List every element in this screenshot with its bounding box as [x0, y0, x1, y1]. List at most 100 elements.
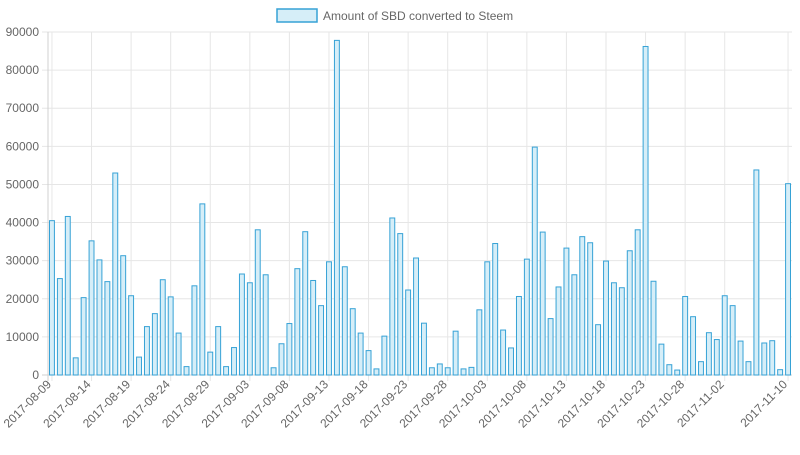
bar[interactable]: [104, 281, 111, 376]
bar[interactable]: [128, 295, 135, 376]
bar[interactable]: [531, 146, 538, 376]
legend[interactable]: Amount of SBD converted to Steem: [276, 8, 513, 23]
bar[interactable]: [159, 279, 166, 376]
bar[interactable]: [167, 296, 174, 376]
bar[interactable]: [547, 318, 554, 376]
bar[interactable]: [381, 335, 388, 376]
bar[interactable]: [468, 366, 475, 376]
bar[interactable]: [737, 340, 744, 376]
bar[interactable]: [231, 347, 237, 376]
bar[interactable]: [143, 326, 150, 376]
bar[interactable]: [626, 250, 633, 376]
bar[interactable]: [650, 280, 657, 376]
bar[interactable]: [603, 260, 609, 376]
bar[interactable]: [785, 183, 792, 376]
bar[interactable]: [452, 330, 459, 376]
bar[interactable]: [389, 217, 396, 376]
bar[interactable]: [492, 243, 499, 376]
bar[interactable]: [777, 369, 784, 376]
bar[interactable]: [610, 282, 617, 376]
bar[interactable]: [302, 231, 309, 376]
bar[interactable]: [721, 295, 728, 376]
bar[interactable]: [286, 323, 293, 376]
bar[interactable]: [698, 361, 704, 376]
bar[interactable]: [223, 366, 230, 376]
bar[interactable]: [444, 367, 451, 376]
bar[interactable]: [80, 297, 87, 376]
bar[interactable]: [428, 367, 435, 376]
bar[interactable]: [476, 309, 483, 376]
bar[interactable]: [642, 45, 649, 376]
bar[interactable]: [278, 343, 285, 376]
bar[interactable]: [199, 203, 206, 376]
bar[interactable]: [49, 220, 55, 376]
bar[interactable]: [753, 169, 760, 376]
bar[interactable]: [460, 368, 467, 376]
bar[interactable]: [761, 342, 768, 376]
y-tick-label: 90000: [6, 25, 40, 39]
bar[interactable]: [745, 361, 752, 376]
bar[interactable]: [349, 308, 356, 376]
bar[interactable]: [215, 326, 222, 376]
bar[interactable]: [500, 329, 507, 376]
bar[interactable]: [96, 259, 103, 376]
bar[interactable]: [357, 332, 364, 376]
bar[interactable]: [64, 215, 71, 376]
bar[interactable]: [579, 236, 586, 376]
bar[interactable]: [658, 343, 665, 376]
bar[interactable]: [436, 363, 443, 376]
bar[interactable]: [705, 332, 712, 376]
bar[interactable]: [326, 261, 332, 376]
bar[interactable]: [421, 322, 427, 376]
bar[interactable]: [270, 367, 277, 376]
bar[interactable]: [183, 366, 190, 376]
bar[interactable]: [397, 233, 404, 376]
bar[interactable]: [112, 172, 119, 376]
x-tick-label: 2017-11-10: [737, 377, 790, 430]
bar[interactable]: [318, 305, 325, 376]
bar[interactable]: [484, 261, 491, 376]
bar[interactable]: [56, 278, 63, 376]
bar[interactable]: [769, 340, 776, 376]
bar[interactable]: [365, 350, 372, 376]
bar[interactable]: [405, 289, 412, 376]
bar[interactable]: [713, 339, 720, 376]
bar[interactable]: [254, 229, 261, 376]
bar[interactable]: [523, 258, 530, 376]
bar[interactable]: [262, 274, 269, 376]
bar[interactable]: [674, 369, 681, 376]
bar[interactable]: [175, 332, 182, 376]
bar[interactable]: [634, 229, 641, 376]
bar[interactable]: [413, 257, 419, 376]
bar[interactable]: [539, 231, 546, 376]
bar[interactable]: [508, 347, 514, 376]
bar[interactable]: [690, 316, 697, 376]
bar[interactable]: [207, 351, 214, 376]
bar[interactable]: [341, 266, 348, 376]
bar[interactable]: [571, 274, 578, 376]
bar[interactable]: [563, 247, 570, 376]
bar[interactable]: [191, 285, 198, 376]
bar[interactable]: [120, 255, 127, 376]
bar[interactable]: [238, 273, 245, 376]
bar[interactable]: [151, 313, 158, 376]
bar[interactable]: [246, 282, 253, 376]
bar[interactable]: [88, 240, 95, 376]
bar[interactable]: [587, 242, 594, 376]
y-axis-ticks: 0 10000 20000 30000 40000 50000 60000 70000 8000…: [6, 25, 40, 382]
bar[interactable]: [333, 39, 340, 376]
bar[interactable]: [555, 286, 562, 376]
bar[interactable]: [618, 287, 625, 376]
bar[interactable]: [515, 295, 522, 376]
bar[interactable]: [666, 364, 673, 376]
bar[interactable]: [310, 279, 317, 376]
y-tick-label: 50000: [6, 177, 40, 191]
bar[interactable]: [373, 368, 380, 376]
bar[interactable]: [595, 324, 602, 376]
bar[interactable]: [294, 268, 301, 376]
bar[interactable]: [136, 356, 142, 376]
bar[interactable]: [729, 305, 736, 376]
bar[interactable]: [72, 357, 79, 376]
bar[interactable]: [682, 295, 689, 376]
